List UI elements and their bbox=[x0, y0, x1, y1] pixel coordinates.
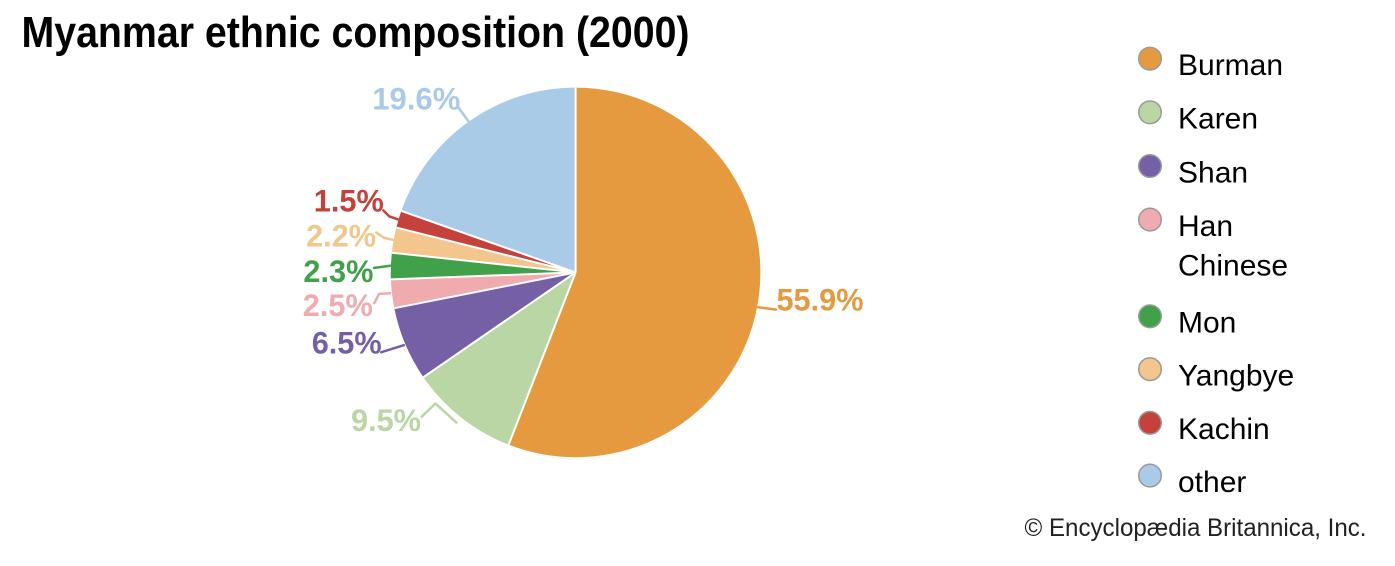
svg-text:2.3%: 2.3% bbox=[303, 253, 373, 289]
svg-text:19.6%: 19.6% bbox=[372, 81, 460, 117]
svg-text:Mon: Mon bbox=[1178, 307, 1236, 340]
svg-text:© Encyclopædia Britannica, Inc: © Encyclopædia Britannica, Inc. bbox=[1025, 514, 1367, 542]
svg-text:other: other bbox=[1178, 466, 1246, 499]
svg-text:2.5%: 2.5% bbox=[303, 287, 373, 323]
svg-text:Myanmar ethnic composition (20: Myanmar ethnic composition (2000) bbox=[22, 8, 690, 57]
svg-text:Kachin: Kachin bbox=[1178, 413, 1270, 446]
svg-text:Shan: Shan bbox=[1178, 156, 1248, 189]
svg-text:Chinese: Chinese bbox=[1178, 250, 1288, 283]
svg-text:Karen: Karen bbox=[1178, 103, 1258, 136]
svg-text:1.5%: 1.5% bbox=[314, 183, 384, 219]
svg-text:55.9%: 55.9% bbox=[777, 282, 864, 318]
svg-text:Yangbye: Yangbye bbox=[1178, 360, 1294, 393]
svg-text:9.5%: 9.5% bbox=[351, 402, 421, 438]
svg-text:Burman: Burman bbox=[1178, 49, 1283, 82]
svg-text:6.5%: 6.5% bbox=[312, 324, 382, 360]
svg-text:Han: Han bbox=[1178, 210, 1233, 243]
svg-text:2.2%: 2.2% bbox=[306, 218, 376, 254]
